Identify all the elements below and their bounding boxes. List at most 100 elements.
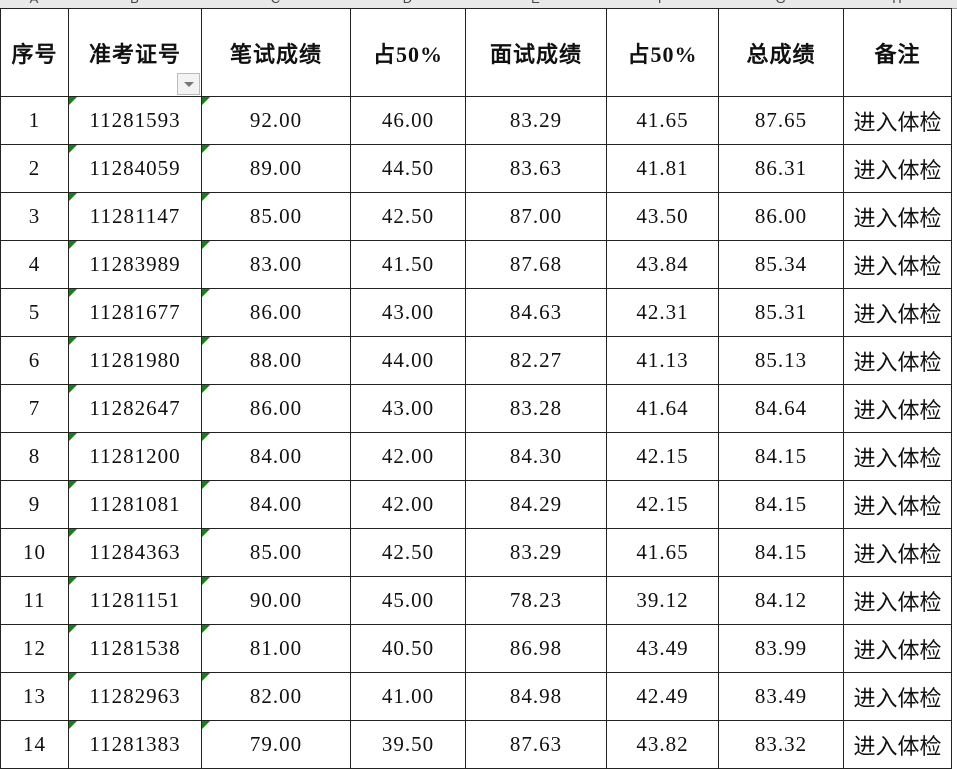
cell-interview-50pct[interactable]: 42.15 xyxy=(606,432,719,481)
cell-serial[interactable]: 7 xyxy=(0,384,69,433)
cell-written-score[interactable]: 79.00 xyxy=(201,720,351,769)
cell-remark[interactable]: 进入体检 xyxy=(843,432,952,481)
cell-interview-score[interactable]: 84.30 xyxy=(465,432,607,481)
cell-interview-50pct[interactable]: 43.49 xyxy=(606,624,719,673)
cell-interview-score[interactable]: 84.29 xyxy=(465,480,607,529)
cell-written-50pct[interactable]: 42.00 xyxy=(350,480,466,529)
cell-written-score[interactable]: 81.00 xyxy=(201,624,351,673)
cell-interview-50pct[interactable]: 42.15 xyxy=(606,480,719,529)
cell-remark[interactable]: 进入体检 xyxy=(843,528,952,577)
cell-written-score[interactable]: 85.00 xyxy=(201,192,351,241)
cell-written-score[interactable]: 85.00 xyxy=(201,528,351,577)
cell-written-score[interactable]: 83.00 xyxy=(201,240,351,289)
cell-exam-id[interactable]: 11281593 xyxy=(68,96,202,145)
cell-exam-id[interactable]: 11284059 xyxy=(68,144,202,193)
cell-exam-id[interactable]: 11281147 xyxy=(68,192,202,241)
cell-remark[interactable]: 进入体检 xyxy=(843,624,952,673)
cell-total-score[interactable]: 83.99 xyxy=(718,624,844,673)
cell-exam-id[interactable]: 11281677 xyxy=(68,288,202,337)
header-remark[interactable]: 备注 xyxy=(843,8,952,97)
cell-remark[interactable]: 进入体检 xyxy=(843,672,952,721)
cell-interview-score[interactable]: 87.68 xyxy=(465,240,607,289)
cell-total-score[interactable]: 86.31 xyxy=(718,144,844,193)
cell-interview-50pct[interactable]: 41.65 xyxy=(606,96,719,145)
cell-written-score[interactable]: 86.00 xyxy=(201,288,351,337)
cell-exam-id[interactable]: 11281151 xyxy=(68,576,202,625)
cell-serial[interactable]: 11 xyxy=(0,576,69,625)
cell-total-score[interactable]: 85.31 xyxy=(718,288,844,337)
filter-dropdown-icon[interactable] xyxy=(177,73,200,95)
cell-remark[interactable]: 进入体检 xyxy=(843,288,952,337)
cell-interview-score[interactable]: 83.29 xyxy=(465,528,607,577)
cell-interview-score[interactable]: 87.00 xyxy=(465,192,607,241)
cell-interview-50pct[interactable]: 39.12 xyxy=(606,576,719,625)
cell-total-score[interactable]: 84.15 xyxy=(718,432,844,481)
cell-written-score[interactable]: 82.00 xyxy=(201,672,351,721)
cell-serial[interactable]: 12 xyxy=(0,624,69,673)
cell-written-50pct[interactable]: 44.00 xyxy=(350,336,466,385)
cell-total-score[interactable]: 84.12 xyxy=(718,576,844,625)
cell-written-50pct[interactable]: 42.50 xyxy=(350,528,466,577)
cell-serial[interactable]: 4 xyxy=(0,240,69,289)
cell-written-50pct[interactable]: 44.50 xyxy=(350,144,466,193)
cell-written-50pct[interactable]: 45.00 xyxy=(350,576,466,625)
cell-interview-score[interactable]: 82.27 xyxy=(465,336,607,385)
cell-interview-score[interactable]: 86.98 xyxy=(465,624,607,673)
cell-written-50pct[interactable]: 42.50 xyxy=(350,192,466,241)
cell-exam-id[interactable]: 11281980 xyxy=(68,336,202,385)
cell-serial[interactable]: 3 xyxy=(0,192,69,241)
cell-interview-score[interactable]: 87.63 xyxy=(465,720,607,769)
header-written-score[interactable]: 笔试成绩 xyxy=(201,8,351,97)
cell-total-score[interactable]: 86.00 xyxy=(718,192,844,241)
cell-remark[interactable]: 进入体检 xyxy=(843,480,952,529)
cell-remark[interactable]: 进入体检 xyxy=(843,96,952,145)
cell-serial[interactable]: 10 xyxy=(0,528,69,577)
cell-interview-50pct[interactable]: 41.81 xyxy=(606,144,719,193)
cell-exam-id[interactable]: 11282963 xyxy=(68,672,202,721)
cell-written-50pct[interactable]: 42.00 xyxy=(350,432,466,481)
cell-remark[interactable]: 进入体检 xyxy=(843,192,952,241)
column-letter[interactable]: D xyxy=(350,0,465,6)
column-letter[interactable]: A xyxy=(0,0,68,6)
cell-exam-id[interactable]: 11281081 xyxy=(68,480,202,529)
cell-interview-score[interactable]: 78.23 xyxy=(465,576,607,625)
header-interview-score[interactable]: 面试成绩 xyxy=(465,8,607,97)
column-letter[interactable]: C xyxy=(201,0,350,6)
cell-interview-50pct[interactable]: 41.13 xyxy=(606,336,719,385)
cell-interview-score[interactable]: 84.63 xyxy=(465,288,607,337)
cell-written-50pct[interactable]: 46.00 xyxy=(350,96,466,145)
cell-serial[interactable]: 14 xyxy=(0,720,69,769)
cell-written-score[interactable]: 90.00 xyxy=(201,576,351,625)
header-total-score[interactable]: 总成绩 xyxy=(718,8,844,97)
column-letter[interactable]: G xyxy=(718,0,843,6)
cell-written-50pct[interactable]: 43.00 xyxy=(350,384,466,433)
cell-serial[interactable]: 9 xyxy=(0,480,69,529)
cell-remark[interactable]: 进入体检 xyxy=(843,336,952,385)
column-letter[interactable]: H xyxy=(843,0,951,6)
column-letter[interactable]: F xyxy=(606,0,718,6)
cell-total-score[interactable]: 84.64 xyxy=(718,384,844,433)
cell-written-50pct[interactable]: 43.00 xyxy=(350,288,466,337)
cell-total-score[interactable]: 83.49 xyxy=(718,672,844,721)
column-letter[interactable]: E xyxy=(465,0,606,6)
cell-interview-score[interactable]: 83.63 xyxy=(465,144,607,193)
cell-remark[interactable]: 进入体检 xyxy=(843,384,952,433)
cell-interview-50pct[interactable]: 41.64 xyxy=(606,384,719,433)
cell-total-score[interactable]: 87.65 xyxy=(718,96,844,145)
cell-remark[interactable]: 进入体检 xyxy=(843,576,952,625)
cell-total-score[interactable]: 85.13 xyxy=(718,336,844,385)
cell-exam-id[interactable]: 11282647 xyxy=(68,384,202,433)
cell-remark[interactable]: 进入体检 xyxy=(843,240,952,289)
header-written-50pct[interactable]: 占50% xyxy=(350,8,466,97)
cell-interview-50pct[interactable]: 41.65 xyxy=(606,528,719,577)
cell-written-50pct[interactable]: 41.50 xyxy=(350,240,466,289)
cell-written-score[interactable]: 86.00 xyxy=(201,384,351,433)
cell-written-score[interactable]: 84.00 xyxy=(201,432,351,481)
cell-serial[interactable]: 13 xyxy=(0,672,69,721)
cell-interview-score[interactable]: 83.29 xyxy=(465,96,607,145)
header-exam-id[interactable]: 准考证号 xyxy=(68,8,202,97)
cell-serial[interactable]: 5 xyxy=(0,288,69,337)
cell-exam-id[interactable]: 11283989 xyxy=(68,240,202,289)
cell-total-score[interactable]: 84.15 xyxy=(718,528,844,577)
cell-serial[interactable]: 6 xyxy=(0,336,69,385)
